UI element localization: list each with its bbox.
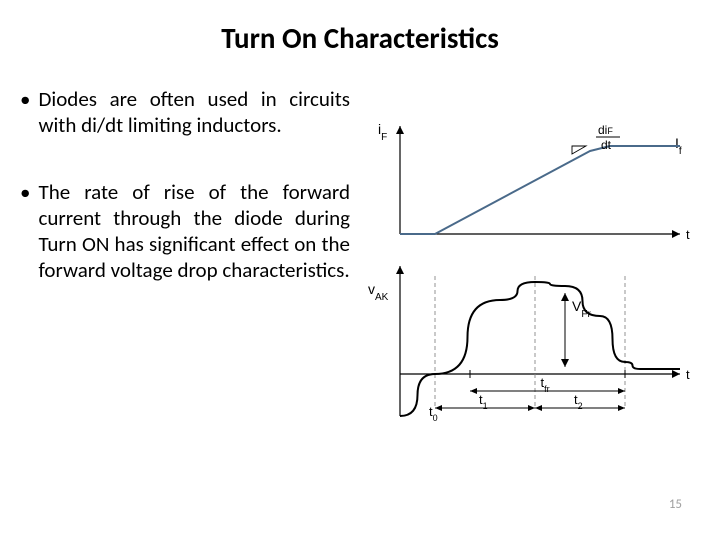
svg-text:diF: diF [598,123,613,137]
bullet-mark: • [20,86,30,112]
svg-text:dt: dt [601,138,612,152]
svg-text:t: t [686,367,690,382]
svg-text:t: t [686,227,690,242]
svg-text:t0: t0 [429,404,438,423]
svg-text:vAK: vAK [368,281,389,303]
turn-on-diagram: iFtIfdiFdtvAKtVFrt0t1t2tfr [360,116,700,436]
bullet-item: • The rate of rise of the forward curren… [20,179,350,284]
svg-text:iF: iF [378,121,387,143]
diagram-column: iFtIfdiFdtvAKtVFrt0t1t2tfr [360,86,700,441]
bullet-text: Diodes are often used in circuits with d… [38,86,350,139]
page-title: Turn On Characteristics [0,0,720,56]
bullet-mark: • [20,179,30,205]
bullet-item: • Diodes are often used in circuits with… [20,86,350,139]
bullet-text: The rate of rise of the forward current … [38,179,350,284]
content-row: • Diodes are often used in circuits with… [0,56,720,441]
page-number: 15 [669,497,682,512]
text-column: • Diodes are often used in circuits with… [20,86,360,441]
